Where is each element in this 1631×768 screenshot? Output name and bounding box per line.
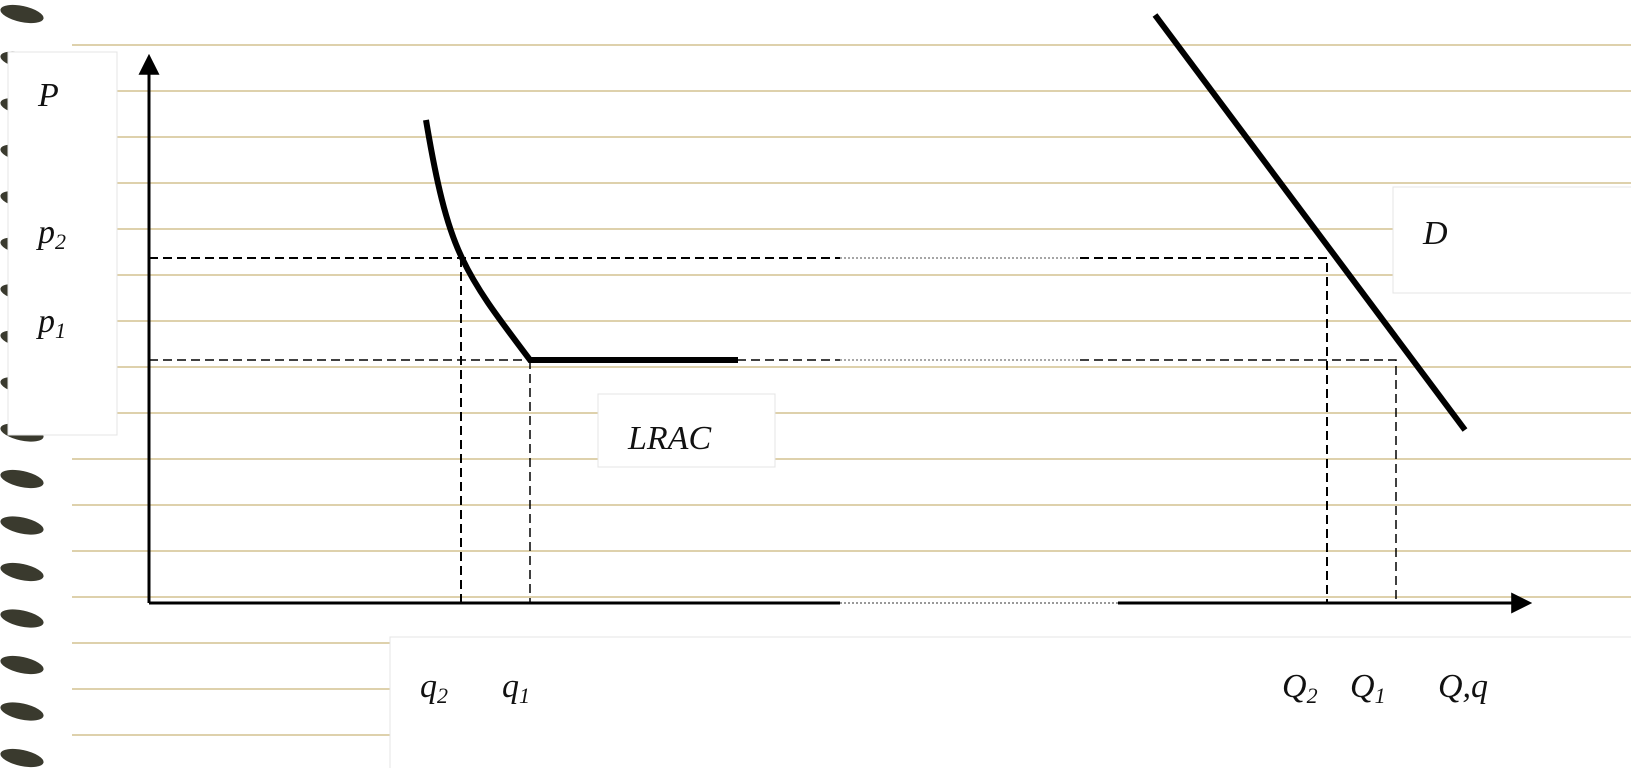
binding-ring bbox=[0, 2, 45, 27]
subscript: 2 bbox=[1307, 683, 1318, 708]
notebook-lines bbox=[72, 45, 1631, 735]
symbol: q bbox=[420, 668, 437, 705]
binding-ring bbox=[0, 606, 45, 631]
subscript: 2 bbox=[437, 683, 448, 708]
subscript: 1 bbox=[519, 683, 530, 708]
x-axis-label: Q,q bbox=[1438, 668, 1488, 705]
subscript: 2 bbox=[55, 229, 66, 254]
symbol: p bbox=[36, 303, 55, 340]
subscript: 1 bbox=[55, 318, 66, 343]
symbol: q bbox=[502, 668, 519, 705]
symbol: Q bbox=[1282, 668, 1307, 705]
curve-label: LRAC bbox=[627, 420, 711, 457]
page: P p2 p1 LRAC D q2 q1 Q2 Q1 Q,q (() => { … bbox=[0, 0, 1631, 768]
binding-ring bbox=[0, 699, 45, 724]
symbol: Q bbox=[1350, 668, 1375, 705]
y-axis-label: P bbox=[37, 77, 59, 114]
lrac-curve bbox=[426, 120, 738, 360]
binding-ring bbox=[0, 746, 45, 768]
curve-label: D bbox=[1422, 215, 1448, 252]
symbol: p bbox=[36, 214, 55, 251]
binding-ring bbox=[0, 653, 45, 678]
diagram: P p2 p1 LRAC D q2 q1 Q2 Q1 Q,q bbox=[0, 0, 1631, 768]
binding-ring bbox=[0, 467, 45, 492]
binding-ring bbox=[0, 560, 45, 585]
binding-ring bbox=[0, 513, 45, 538]
dotted-line bbox=[840, 258, 1080, 360]
subscript: 1 bbox=[1375, 683, 1386, 708]
